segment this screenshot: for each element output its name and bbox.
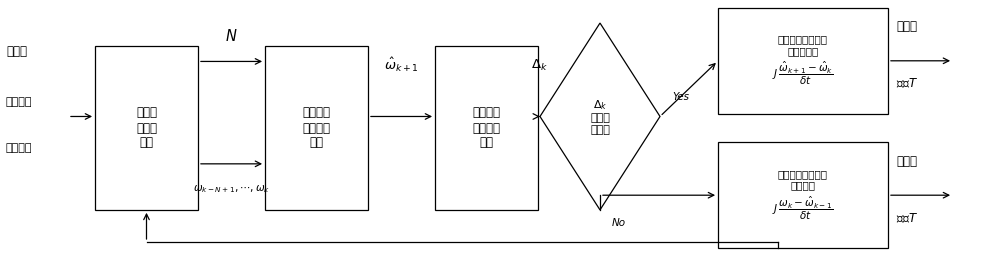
Text: 速测量值: 速测量值: [6, 143, 32, 154]
Text: $\hat{\omega}_{k+1}$: $\hat{\omega}_{k+1}$: [384, 56, 419, 74]
Text: $\omega_{k-N+1},\cdots,\omega_k$: $\omega_{k-N+1},\cdots,\omega_k$: [193, 184, 270, 195]
Text: $N$: $N$: [225, 28, 238, 44]
Text: 基于测量值修正的
力矩计算
$J\,\dfrac{\omega_{k}-\hat{\omega}_{k-1}}{\delta t}$: 基于测量值修正的 力矩计算 $J\,\dfrac{\omega_{k}-\hat…: [772, 169, 834, 222]
Polygon shape: [540, 23, 660, 210]
Text: 输出：: 输出：: [896, 20, 917, 33]
FancyBboxPatch shape: [95, 46, 198, 210]
Text: $\Delta_k$: $\Delta_k$: [531, 58, 547, 73]
Text: 力矩$T$: 力矩$T$: [896, 78, 918, 91]
Text: 平均相对
建模误差
计算: 平均相对 建模误差 计算: [473, 106, 501, 150]
Text: 输入：: 输入：: [6, 45, 27, 58]
FancyBboxPatch shape: [718, 8, 888, 114]
Text: 力矩$T$: 力矩$T$: [896, 212, 918, 225]
Text: 建模数
据长度
选择: 建模数 据长度 选择: [136, 106, 157, 150]
Text: 动量轮转: 动量轮转: [6, 97, 32, 108]
Text: Yes: Yes: [672, 92, 689, 102]
FancyBboxPatch shape: [265, 46, 368, 210]
Text: 输出：: 输出：: [896, 155, 917, 168]
Text: 基于灰色预测模型
的力矩计算
$J\,\dfrac{\hat{\omega}_{k+1}-\hat{\omega}_{k}}{\delta t}$: 基于灰色预测模型 的力矩计算 $J\,\dfrac{\hat{\omega}_{…: [772, 34, 834, 87]
Text: No: No: [612, 218, 626, 228]
Text: $\Delta_k$
小于设
定值？: $\Delta_k$ 小于设 定值？: [590, 98, 610, 135]
FancyBboxPatch shape: [435, 46, 538, 210]
FancyBboxPatch shape: [718, 142, 888, 248]
Text: 离散灰色
预测模型
计算: 离散灰色 预测模型 计算: [302, 106, 330, 150]
